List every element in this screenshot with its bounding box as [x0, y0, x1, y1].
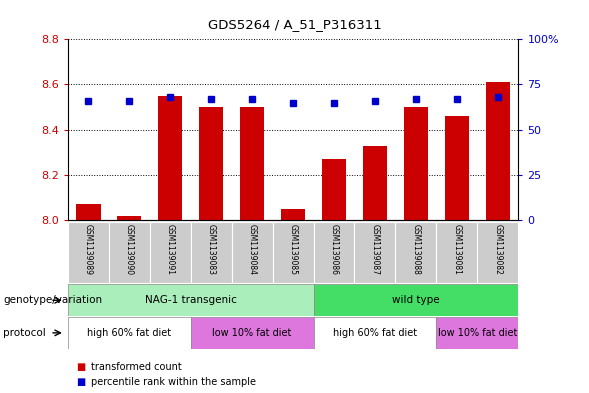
- Bar: [117, 215, 141, 220]
- Bar: [240, 107, 264, 220]
- Text: wild type: wild type: [392, 295, 440, 305]
- Bar: [68, 284, 313, 316]
- Text: GSM1139088: GSM1139088: [411, 224, 421, 275]
- Text: NAG-1 transgenic: NAG-1 transgenic: [145, 295, 237, 305]
- Bar: [68, 222, 109, 283]
- Text: GSM1139085: GSM1139085: [289, 224, 297, 275]
- Bar: [76, 204, 101, 220]
- Text: percentile rank within the sample: percentile rank within the sample: [91, 377, 256, 387]
- Bar: [436, 222, 477, 283]
- Text: ■: ■: [77, 377, 86, 387]
- Bar: [150, 222, 191, 283]
- Text: low 10% fat diet: low 10% fat diet: [213, 328, 292, 338]
- Bar: [395, 222, 436, 283]
- Text: GSM1139082: GSM1139082: [494, 224, 502, 275]
- Bar: [281, 209, 305, 220]
- Bar: [313, 284, 518, 316]
- Bar: [191, 317, 313, 349]
- Bar: [273, 222, 313, 283]
- Text: GSM1139084: GSM1139084: [247, 224, 257, 275]
- Bar: [109, 222, 150, 283]
- Bar: [403, 107, 428, 220]
- Bar: [313, 222, 355, 283]
- Bar: [231, 222, 273, 283]
- Bar: [355, 222, 395, 283]
- Bar: [313, 317, 436, 349]
- Text: GSM1139086: GSM1139086: [329, 224, 339, 275]
- Text: GSM1139081: GSM1139081: [452, 224, 461, 275]
- Text: protocol: protocol: [3, 328, 46, 338]
- Bar: [477, 222, 518, 283]
- Text: genotype/variation: genotype/variation: [3, 295, 102, 305]
- Text: transformed count: transformed count: [91, 362, 182, 373]
- Bar: [363, 145, 387, 220]
- Bar: [445, 116, 469, 220]
- Text: GSM1139083: GSM1139083: [207, 224, 216, 275]
- Text: GDS5264 / A_51_P316311: GDS5264 / A_51_P316311: [208, 18, 381, 31]
- Text: high 60% fat diet: high 60% fat diet: [87, 328, 171, 338]
- Text: GSM1139087: GSM1139087: [370, 224, 379, 275]
- Bar: [485, 82, 510, 220]
- Text: high 60% fat diet: high 60% fat diet: [333, 328, 417, 338]
- Text: low 10% fat diet: low 10% fat diet: [438, 328, 517, 338]
- Bar: [199, 107, 223, 220]
- Text: ■: ■: [77, 362, 86, 373]
- Bar: [322, 159, 346, 220]
- Bar: [68, 317, 191, 349]
- Bar: [436, 317, 518, 349]
- Text: GSM1139091: GSM1139091: [166, 224, 175, 275]
- Bar: [158, 96, 183, 220]
- Bar: [191, 222, 231, 283]
- Text: GSM1139090: GSM1139090: [125, 224, 134, 275]
- Text: GSM1139089: GSM1139089: [84, 224, 92, 275]
